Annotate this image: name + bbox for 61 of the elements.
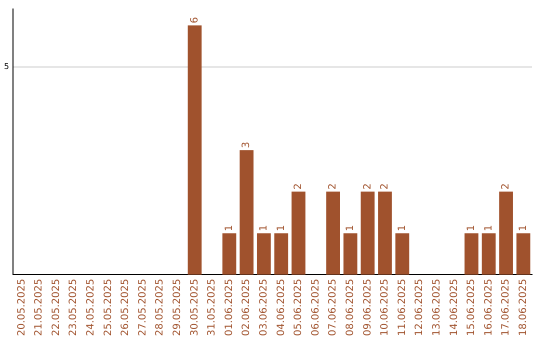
x-tick-label: 17.06.2025: [500, 278, 512, 336]
bar: [516, 233, 530, 275]
x-tick-label: 28.05.2025: [154, 278, 166, 336]
data-label: 1: [518, 224, 529, 232]
x-tick-label: 05.06.2025: [293, 278, 304, 336]
bar: [274, 233, 288, 275]
x-tick-label: 20.05.2025: [16, 278, 28, 336]
bar: [222, 233, 236, 275]
bar: [482, 233, 496, 275]
data-label: 2: [500, 183, 512, 190]
x-tick-label: 02.06.2025: [241, 278, 252, 336]
x-tick-label: 12.06.2025: [414, 278, 426, 336]
x-tick-label: 26.05.2025: [120, 278, 132, 336]
x-tick-label: 14.06.2025: [448, 278, 460, 336]
data-label: 1: [483, 224, 494, 232]
x-tick-label: 18.06.2025: [518, 278, 529, 336]
bar: [326, 192, 340, 275]
data-label: 3: [241, 142, 252, 148]
bar: [292, 192, 306, 275]
bar: [395, 233, 410, 275]
x-tick-label: 15.06.2025: [466, 278, 478, 336]
data-label: 1: [344, 224, 356, 232]
data-label: 1: [466, 224, 478, 232]
bar: [343, 233, 358, 275]
x-tick-label: 01.06.2025: [224, 278, 235, 336]
x-tick-label: 13.06.2025: [431, 278, 442, 336]
bar: [188, 25, 202, 275]
x-tick-label: 10.06.2025: [380, 278, 391, 336]
bar: [256, 233, 271, 275]
data-label: 6: [189, 17, 200, 24]
x-tick-label: 25.05.2025: [102, 278, 114, 336]
data-label: 1: [396, 224, 408, 232]
x-tick-label: 29.05.2025: [172, 278, 184, 336]
y-tick-label: 5: [4, 62, 10, 72]
x-tick-label: 22.05.2025: [50, 278, 62, 336]
data-label: 1: [276, 224, 287, 232]
x-tick-label: 31.05.2025: [206, 278, 218, 336]
x-tick-label: 21.05.2025: [34, 278, 45, 336]
bar: [378, 192, 392, 275]
data-label: 1: [224, 224, 235, 232]
bar: [499, 192, 513, 275]
x-tick-label: 09.06.2025: [362, 278, 374, 336]
bar: [240, 150, 254, 275]
data-label: 1: [258, 224, 270, 232]
x-tick-label: 07.06.2025: [328, 278, 339, 336]
x-tick-label: 04.06.2025: [276, 278, 287, 336]
x-tick-label: 27.05.2025: [137, 278, 148, 336]
x-tick-label: 03.06.2025: [258, 278, 270, 336]
bar: [464, 233, 478, 275]
x-tick-label: 06.06.2025: [310, 278, 322, 336]
x-tick-label: 24.05.2025: [86, 278, 97, 336]
x-tick-label: 11.06.2025: [396, 278, 408, 336]
data-label: 2: [293, 183, 304, 190]
x-tick-label: 23.05.2025: [68, 278, 80, 336]
data-label: 2: [380, 183, 391, 190]
bar: [360, 192, 375, 275]
data-label: 2: [362, 183, 374, 190]
data-label: 2: [328, 183, 339, 190]
x-tick-label: 30.05.2025: [189, 278, 200, 336]
x-tick-label: 16.06.2025: [483, 278, 494, 336]
x-tick-label: 08.06.2025: [344, 278, 356, 336]
